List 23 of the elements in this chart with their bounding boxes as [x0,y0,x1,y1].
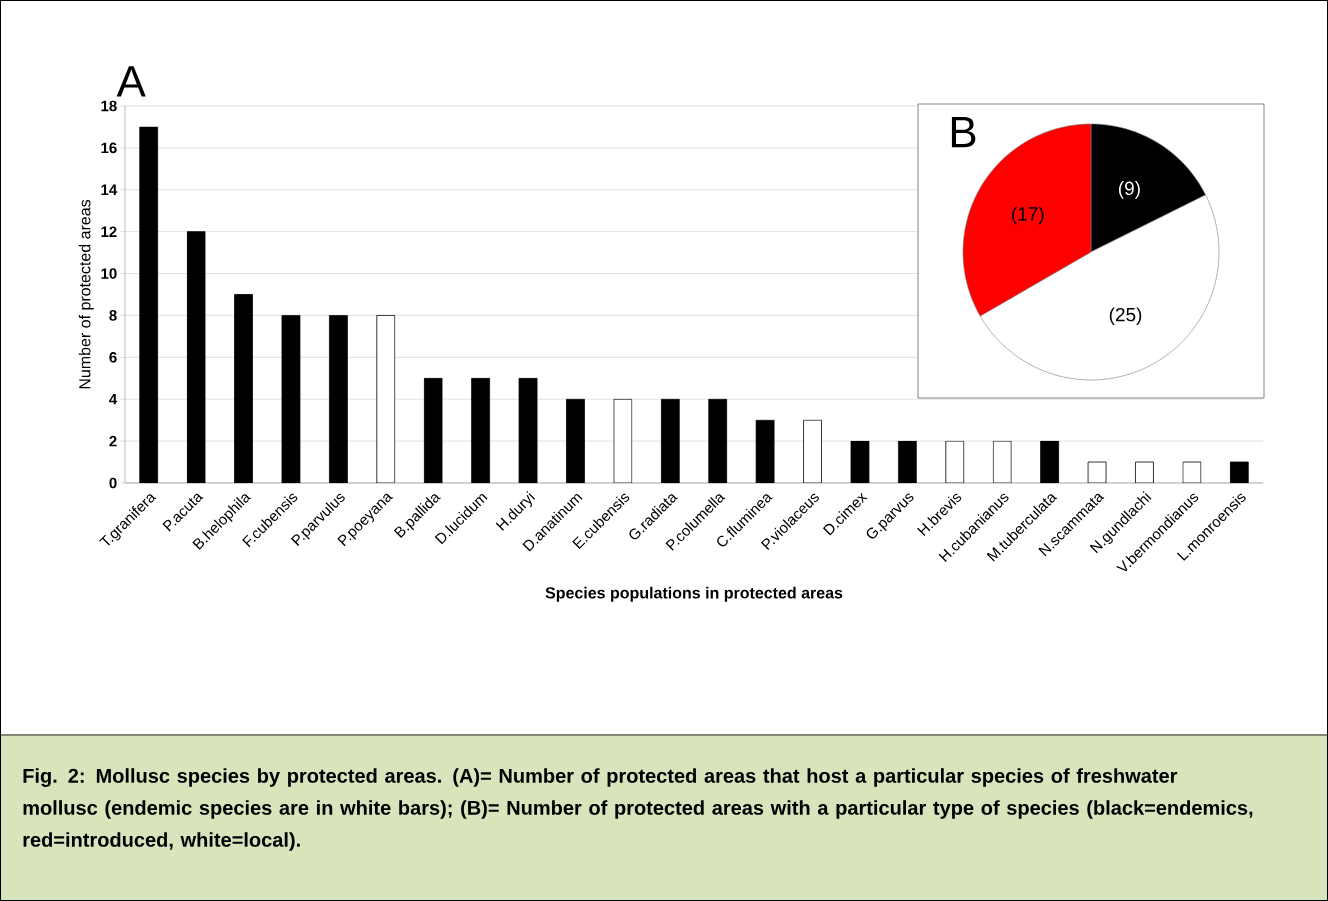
y-tick-label: 10 [101,268,117,279]
bar [992,440,1012,483]
data-label: (25) [1109,307,1142,326]
y-tick-label: 4 [109,394,118,405]
bar [613,398,633,483]
y-tick-label: 8 [109,310,117,321]
y-axis-title: Number of protected areas [78,199,94,389]
caption: Fig. 2: Mollusc species by protected areas. (A)= Number of protected areas that host a particular species of freshwater mollusc (endemic species are in white bars); (B)= Number of protected areas with a particular type of species (black=endemics, red=introduced, white=local). [23,768,1253,851]
bar [186,231,206,483]
bar [423,377,443,483]
y-tick-label: 2 [109,435,117,447]
y-tick-label: 18 [101,100,117,112]
chart-title: B [951,116,976,148]
y-tick-label: 16 [101,142,117,154]
data-label: (17) [1012,206,1044,225]
y-tick-label: 0 [109,477,117,489]
y-tick-label: 14 [101,184,118,195]
bar [803,419,822,483]
data-label: (9) [1118,181,1140,199]
y-tick-label: 6 [109,352,117,363]
x-axis-title: Species populations in protected areas [545,586,843,602]
y-tick-label: 12 [101,226,117,237]
chart-title: A [116,66,146,97]
